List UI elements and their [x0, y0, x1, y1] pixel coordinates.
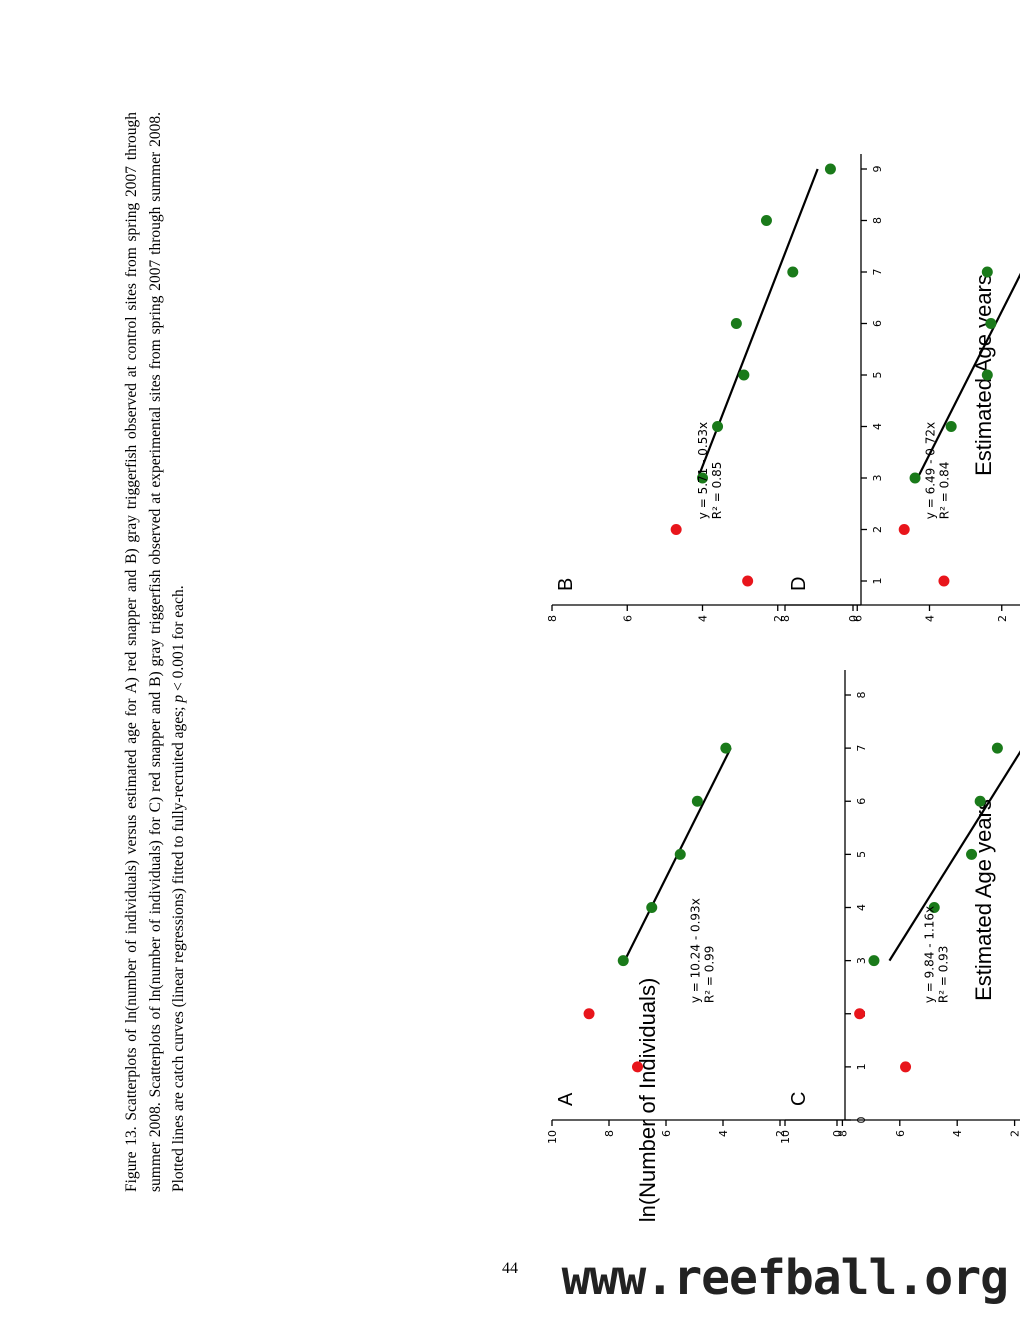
data-point-d — [985, 318, 997, 329]
y-tick-label-c: 8 — [836, 1130, 849, 1137]
data-point-b — [760, 215, 772, 226]
data-point-d — [909, 472, 921, 484]
y-tick-label-a: 10 — [546, 1130, 559, 1144]
x-tick-label-b: 5 — [871, 372, 884, 379]
data-point-c — [854, 1008, 866, 1020]
data-point-d — [938, 575, 950, 587]
y-tick-label-a: 8 — [603, 1130, 616, 1137]
x-axis-title-left: Estimated Age years — [971, 799, 996, 1001]
x-tick-label-b: 8 — [871, 217, 884, 224]
data-point-b — [742, 575, 754, 587]
panel-letter-c: C — [788, 1092, 810, 1106]
data-point-c — [900, 1061, 912, 1073]
x-tick-label-b: 6 — [871, 320, 884, 327]
y-tick-label-b: 0 — [847, 615, 860, 622]
data-point-b — [712, 421, 724, 432]
x-tick-label-b: 7 — [871, 269, 884, 276]
panel-letter-d: D — [788, 577, 810, 591]
x-tick-label-a: 1 — [855, 1063, 868, 1070]
x-tick-label-a: 6 — [855, 798, 868, 805]
x-tick-label-b: 4 — [871, 423, 884, 430]
y-tick-label-c: 4 — [951, 1130, 964, 1137]
data-point-c — [991, 742, 1003, 754]
x-tick-label-b: 2 — [871, 526, 884, 533]
y-tick-label-d: 2 — [996, 615, 1009, 622]
watermark: www.reefball.org — [561, 1250, 1009, 1306]
regression-equation-a: y = 10.24 - 0.93x — [689, 898, 703, 1003]
data-point-a — [674, 848, 686, 860]
y-tick-label-c: 10 — [779, 1130, 792, 1144]
y-tick-label-c: 6 — [894, 1130, 907, 1137]
data-point-b — [738, 369, 750, 381]
y-tick-label-a: 0 — [831, 1130, 844, 1137]
data-point-d — [981, 266, 993, 278]
data-point-d — [945, 421, 957, 432]
y-tick-label-b: 4 — [697, 615, 710, 622]
page-number: 44 — [502, 1260, 518, 1277]
regression-line-d — [916, 220, 1020, 479]
panel-letter-b: B — [555, 578, 577, 591]
y-tick-label-b: 2 — [772, 615, 785, 622]
y-tick-label-d: 8 — [779, 615, 792, 622]
data-point-c — [966, 848, 978, 860]
x-tick-label-b: 3 — [871, 475, 884, 482]
y-axis-title: ln(Number of Individuals) — [635, 978, 660, 1223]
panel-b: 0 2 4 6 8 1 2 3 4 5 6 7 8 9 By = 5.71 - 0.53x R² = 0.85 — [546, 154, 884, 622]
x-tick-label-a: 3 — [855, 957, 868, 964]
data-point-b — [787, 266, 799, 278]
r-squared-b: R² = 0.85 — [710, 462, 724, 520]
y-tick-label-a: 2 — [774, 1130, 787, 1137]
y-tick-label-a: 6 — [660, 1130, 673, 1137]
r-squared-a: R² = 0.99 — [703, 946, 717, 1004]
data-point-a — [617, 955, 629, 967]
regression-line-c — [888, 694, 1020, 962]
regression-equation-d: y = 6.49 - 0.72x — [924, 422, 938, 519]
regression-equation-c: y = 9.84 - 1.16x — [923, 906, 937, 1003]
y-tick-label-a: 4 — [717, 1130, 730, 1137]
y-tick-label-d: 4 — [924, 615, 937, 622]
data-point-b — [670, 524, 682, 535]
data-point-d — [898, 524, 910, 535]
data-point-a — [646, 902, 658, 913]
data-point-d — [981, 369, 993, 381]
x-tick-label-a: 7 — [855, 745, 868, 752]
data-point-c — [868, 955, 880, 967]
data-point-a — [583, 1008, 595, 1020]
data-point-b — [824, 163, 836, 175]
x-tick-label-b: 1 — [871, 578, 884, 585]
data-point-c — [928, 902, 940, 913]
data-point-c — [974, 795, 986, 807]
panel-letter-a: A — [555, 1092, 577, 1106]
y-tick-label-b: 8 — [546, 615, 559, 622]
data-point-a — [691, 795, 703, 807]
r-squared-c: R² = 0.93 — [937, 946, 951, 1004]
data-point-b — [730, 318, 742, 329]
r-squared-d: R² = 0.84 — [938, 462, 952, 520]
data-point-a — [720, 742, 732, 754]
x-tick-label-b: 9 — [871, 166, 884, 173]
data-point-a — [632, 1061, 643, 1073]
y-tick-label-d: 6 — [851, 615, 864, 622]
regression-equation-b: y = 5.71 - 0.53x — [696, 422, 710, 519]
y-tick-label-b: 6 — [621, 615, 634, 622]
y-tick-label-c: 2 — [1009, 1130, 1020, 1137]
x-tick-label-a: 5 — [855, 851, 868, 858]
x-tick-label-a: 4 — [855, 904, 868, 911]
x-tick-label-a: 8 — [855, 692, 868, 699]
data-point-b — [697, 472, 708, 484]
